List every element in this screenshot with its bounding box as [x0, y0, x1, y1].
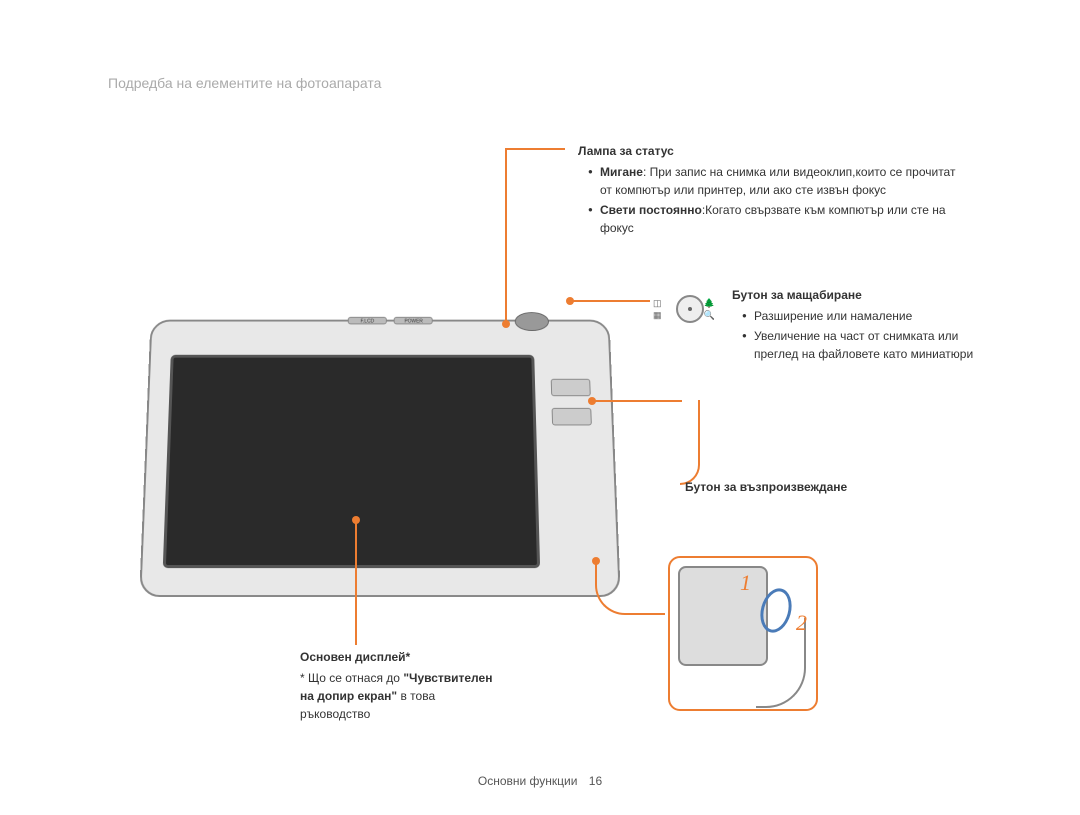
- zoom-tree-icon: 🌲: [704, 298, 715, 310]
- side-button-2: [552, 408, 592, 426]
- page-footer: Основни функции 16: [0, 774, 1080, 788]
- main-display-note: * Що се отнася до "Чувствителен на допир…: [300, 669, 500, 723]
- callout-dot: [566, 297, 574, 305]
- status-lamp-heading: Лампа за статус: [578, 142, 958, 160]
- camera-diagram: F.LCD POWER: [145, 315, 615, 595]
- playback-button-callout: Бутон за възпроизвеждане: [685, 478, 935, 499]
- zoom-thumbs-icon: ▦: [653, 310, 662, 322]
- callout-line: [505, 148, 565, 150]
- bullet-text: : При запис на снимка или видеоклип,коит…: [600, 165, 955, 197]
- list-item: Свети постоянно:Когато свързвате към ком…: [588, 201, 958, 237]
- list-item: Мигане: При запис на снимка или видеокли…: [588, 163, 958, 199]
- playback-button-heading: Бутон за възпроизвеждане: [685, 478, 935, 496]
- callout-line: [570, 300, 650, 302]
- callout-dot: [592, 557, 600, 565]
- zoom-button-callout: Бутон за мащабиране Разширение или намал…: [732, 286, 992, 365]
- callout-dot: [502, 320, 510, 328]
- footer-section: Основни функции: [478, 774, 578, 788]
- callout-line: [592, 400, 682, 402]
- status-lamp-list: Мигане: При запис на снимка или видеокли…: [578, 163, 958, 237]
- zoom-grid-icon: ◫: [653, 298, 662, 310]
- camera-corner-icon: [678, 566, 768, 666]
- detail-step-1: 1: [740, 570, 751, 596]
- power-button-label: POWER: [394, 317, 433, 325]
- bullet-bold: Свети постоянно: [600, 203, 702, 217]
- zoom-dial-icon: [515, 312, 550, 331]
- detail-step-2: 2: [796, 610, 807, 636]
- zoom-magnify-icon: 🔍: [704, 310, 715, 322]
- side-button-1: [551, 379, 591, 396]
- flcd-button-label: F.LCD: [348, 317, 387, 325]
- callout-line: [680, 400, 700, 485]
- zoom-button-list: Разширение или намаление Увеличение на ч…: [732, 307, 992, 363]
- status-lamp-callout: Лампа за статус Мигане: При запис на сни…: [578, 142, 958, 239]
- callout-dot: [352, 516, 360, 524]
- note-prefix: * Що се отнася до: [300, 671, 400, 685]
- page-title: Подредба на елементите на фотоапарата: [108, 75, 381, 91]
- zoom-button-heading: Бутон за мащабиране: [732, 286, 992, 304]
- camera-screen: [163, 355, 540, 568]
- callout-line: [595, 560, 665, 615]
- bullet-bold: Мигане: [600, 165, 643, 179]
- callout-dot: [588, 397, 596, 405]
- callout-line: [505, 148, 507, 323]
- list-item: Разширение или намаление: [742, 307, 992, 325]
- camera-body: F.LCD POWER: [139, 320, 621, 597]
- footer-page-number: 16: [589, 774, 602, 788]
- zoom-icons: ◫ 🌲 ▦ 🔍: [653, 298, 715, 321]
- main-display-callout: Основен дисплей* * Що се отнася до "Чувс…: [300, 648, 500, 723]
- main-display-heading: Основен дисплей*: [300, 648, 500, 666]
- list-item: Увеличение на част от снимката или прегл…: [742, 327, 992, 363]
- callout-line: [355, 520, 357, 645]
